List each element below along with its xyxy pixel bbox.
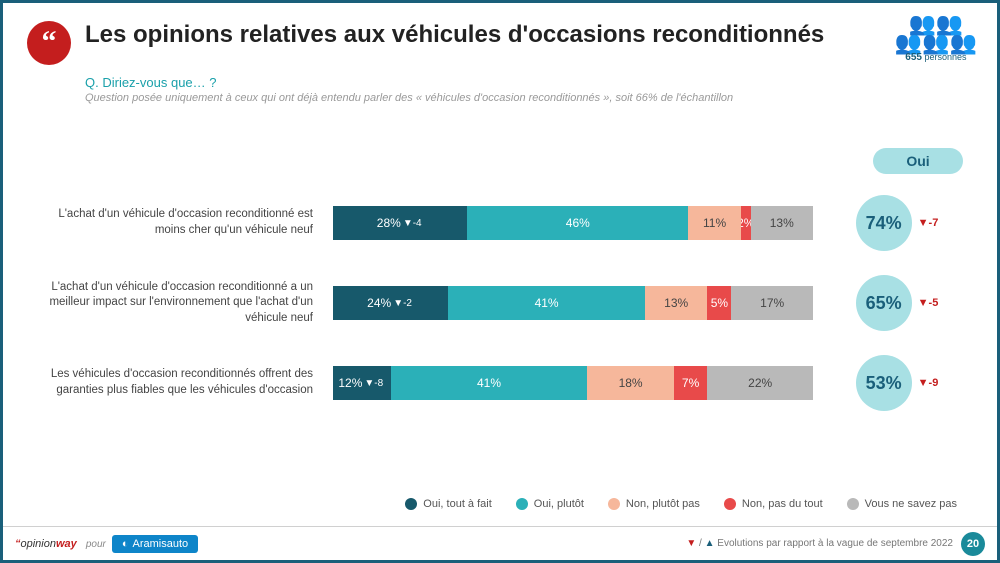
bar-segment: 41% <box>391 366 588 400</box>
question-text: Q. Diriez-vous que… ? <box>85 75 973 90</box>
question-note: Question posée uniquement à ceux qui ont… <box>85 92 973 104</box>
quote-icon: “ <box>27 21 71 65</box>
chart-row: L'achat d'un véhicule d'occasion recondi… <box>3 183 997 263</box>
oui-total-circle: 65% <box>856 275 912 331</box>
bar-segment: 46% <box>467 206 688 240</box>
bar-segment: 12% ▼-8 <box>333 366 391 400</box>
row-label: L'achat d'un véhicule d'occasion recondi… <box>27 207 319 238</box>
bar-segment: 13% <box>645 286 707 320</box>
respondent-count: 655 <box>905 52 922 63</box>
legend-swatch <box>608 498 620 510</box>
oui-column-header: Oui <box>873 148 963 174</box>
bar-segment: 13% <box>751 206 813 240</box>
bar-segment: 5% <box>707 286 731 320</box>
oui-total-cell: 53% ▼-9 <box>827 355 967 411</box>
bar-segment: 41% <box>448 286 645 320</box>
legend-item: Non, plutôt pas <box>608 498 700 510</box>
footer: “opinionway pour ◐ Aramisauto ▼ / ▲ Evol… <box>3 526 997 560</box>
stacked-bar: 24% ▼-241%13%5%17% <box>333 286 813 320</box>
brand-aramisauto: ◐ Aramisauto <box>112 535 198 553</box>
aramisauto-icon: ◐ <box>122 538 129 550</box>
legend: Oui, tout à fait Oui, plutôt Non, plutôt p… <box>405 498 957 510</box>
bar-segment: 18% <box>587 366 673 400</box>
stacked-bar: 28% ▼-446%11%2%13% <box>333 206 813 240</box>
chart-row: Les véhicules d'occasion reconditionnés … <box>3 343 997 423</box>
people-icon: 👥👥👥👥👥 <box>895 15 977 52</box>
legend-item: Vous ne savez pas <box>847 498 957 510</box>
footer-note: ▼ / ▲ Evolutions par rapport à la vague … <box>686 532 985 556</box>
oui-total-cell: 65% ▼-5 <box>827 275 967 331</box>
bar-segment: 17% <box>731 286 813 320</box>
legend-label: Oui, tout à fait <box>423 498 491 510</box>
legend-label: Non, plutôt pas <box>626 498 700 510</box>
legend-swatch <box>724 498 736 510</box>
bar-segment: 28% ▼-4 <box>333 206 467 240</box>
oui-total-cell: 74% ▼-7 <box>827 195 967 251</box>
header: “ Les opinions relatives aux véhicules d… <box>3 3 997 71</box>
legend-label: Non, pas du tout <box>742 498 823 510</box>
oui-total-circle: 74% <box>856 195 912 251</box>
legend-label: Vous ne savez pas <box>865 498 957 510</box>
legend-item: Oui, plutôt <box>516 498 584 510</box>
chart-row: L'achat d'un véhicule d'occasion recondi… <box>3 263 997 343</box>
legend-item: Oui, tout à fait <box>405 498 491 510</box>
legend-swatch <box>847 498 859 510</box>
bar-segment: 22% <box>707 366 813 400</box>
oui-delta: ▼-7 <box>918 217 939 229</box>
bar-segment: 2% <box>741 206 751 240</box>
legend-swatch <box>405 498 417 510</box>
row-label: L'achat d'un véhicule d'occasion recondi… <box>27 280 319 327</box>
oui-delta: ▼-5 <box>918 297 939 309</box>
respondent-label: personnes <box>924 52 966 62</box>
oui-total-circle: 53% <box>856 355 912 411</box>
subheading: Q. Diriez-vous que… ? Question posée uni… <box>3 71 997 106</box>
stacked-bar: 12% ▼-841%18%7%22% <box>333 366 813 400</box>
respondent-badge: 👥👥👥👥👥 655 personnes <box>895 15 977 63</box>
bar-segment: 24% ▼-2 <box>333 286 448 320</box>
page-title: Les opinions relatives aux véhicules d'o… <box>85 21 973 49</box>
page-number: 20 <box>961 532 985 556</box>
bar-segment: 7% <box>674 366 708 400</box>
chart-rows: L'achat d'un véhicule d'occasion recondi… <box>3 183 997 423</box>
legend-label: Oui, plutôt <box>534 498 584 510</box>
row-label: Les véhicules d'occasion reconditionnés … <box>27 367 319 398</box>
legend-swatch <box>516 498 528 510</box>
brand-opinionway: “opinionway pour <box>15 538 112 550</box>
legend-item: Non, pas du tout <box>724 498 823 510</box>
bar-segment: 11% <box>688 206 741 240</box>
oui-delta: ▼-9 <box>918 377 939 389</box>
